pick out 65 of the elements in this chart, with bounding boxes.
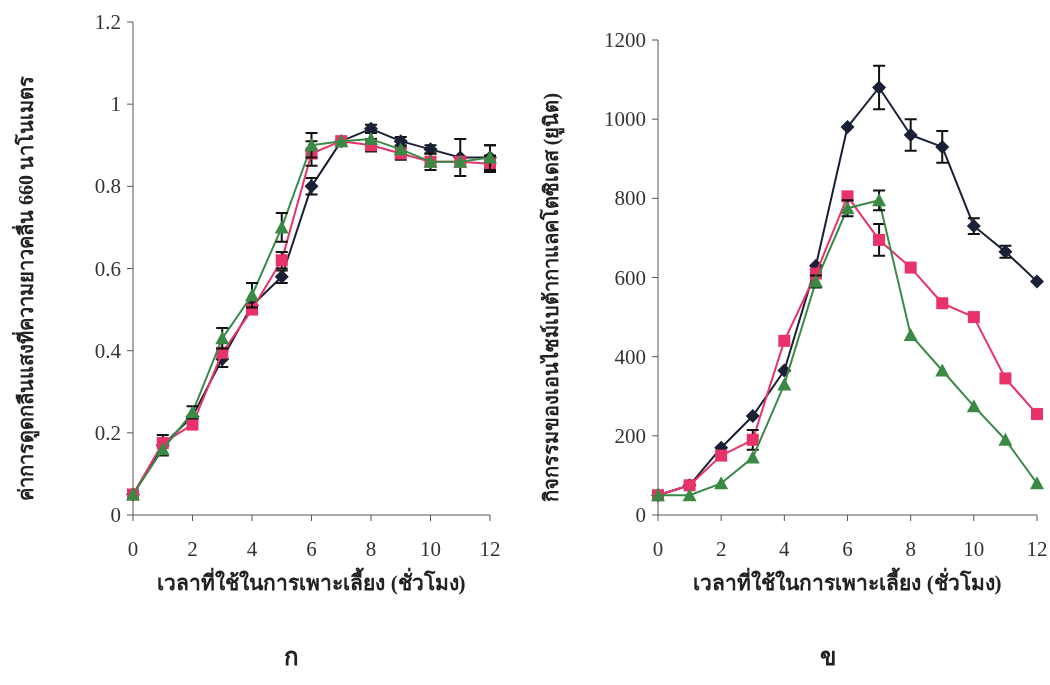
point	[904, 261, 917, 274]
x-tick-label: 0	[127, 537, 139, 561]
x-tick-label: 12	[479, 537, 501, 561]
y-axis-title: กิจกรรมของเอนไซม์เบต้ากาแลคโตซิเดส (ยูนิต)	[539, 92, 565, 503]
point	[682, 488, 697, 502]
y-tick-label: 0.2	[94, 420, 121, 445]
point	[274, 220, 289, 234]
y-tick-label: 1.2	[94, 10, 121, 34]
point	[935, 139, 950, 154]
point	[936, 297, 949, 310]
point	[245, 288, 259, 302]
point	[998, 432, 1013, 446]
x-tick-label: 8	[365, 537, 377, 561]
point	[967, 311, 980, 324]
y-tick-label: 1200	[604, 28, 646, 52]
point	[215, 331, 230, 345]
y-tick-label: 0	[110, 503, 121, 527]
point	[903, 128, 918, 142]
point	[155, 442, 170, 456]
y-tick-label: 200	[614, 423, 646, 448]
y-tick-label: 400	[614, 344, 646, 369]
point	[872, 80, 887, 95]
point	[778, 334, 791, 347]
point	[777, 377, 792, 391]
y-tick-label: 0.6	[94, 256, 121, 281]
x-tick-label: 0	[652, 537, 664, 561]
x-tick-label: 4	[779, 537, 791, 561]
point	[1030, 274, 1044, 289]
y-tick-label: 800	[614, 186, 646, 211]
y-axis-title: ค่าการดูดกลืนแสงที่ความยาวคลื่น 660 นาโนเมตร	[11, 76, 40, 501]
y-tick-label: 0.4	[94, 338, 122, 363]
point	[966, 399, 981, 413]
x-axis-title: เวลาที่ใช้ในการเพาะเลี้ยง (ชั่วโมง)	[693, 567, 1002, 595]
point	[1030, 476, 1044, 490]
x-tick-label: 2	[187, 537, 198, 561]
point	[840, 120, 855, 135]
point	[935, 363, 950, 377]
point	[745, 409, 760, 424]
y-tick-label: 1	[110, 92, 121, 117]
x-tick-label: 10	[420, 537, 441, 561]
point	[873, 233, 886, 246]
point	[903, 327, 918, 341]
x-tick-label: 12	[1026, 537, 1048, 561]
y-tick-label: 600	[614, 265, 646, 290]
y-tick-label: 0	[635, 503, 646, 527]
point	[304, 138, 319, 152]
x-tick-label: 2	[715, 537, 727, 561]
point	[186, 418, 199, 431]
point	[1031, 408, 1043, 421]
point	[364, 132, 378, 146]
x-tick-label: 4	[246, 537, 258, 561]
point	[715, 449, 728, 462]
x-tick-label: 6	[842, 537, 853, 561]
y-tick-label: 1000	[604, 107, 646, 132]
x-tick-label: 6	[306, 537, 317, 561]
text: ข	[819, 644, 836, 670]
text: ก	[284, 644, 299, 670]
point	[714, 476, 729, 490]
y-tick-label: 0.8	[94, 174, 121, 199]
point	[745, 450, 760, 464]
x-tick-label: 10	[963, 537, 985, 561]
point	[999, 372, 1012, 385]
point	[393, 142, 408, 156]
x-axis-title: เวลาที่ใช้ในการเพาะเลี้ยง (ชั่วโมง)	[157, 567, 466, 595]
x-tick-label: 8	[905, 537, 916, 561]
